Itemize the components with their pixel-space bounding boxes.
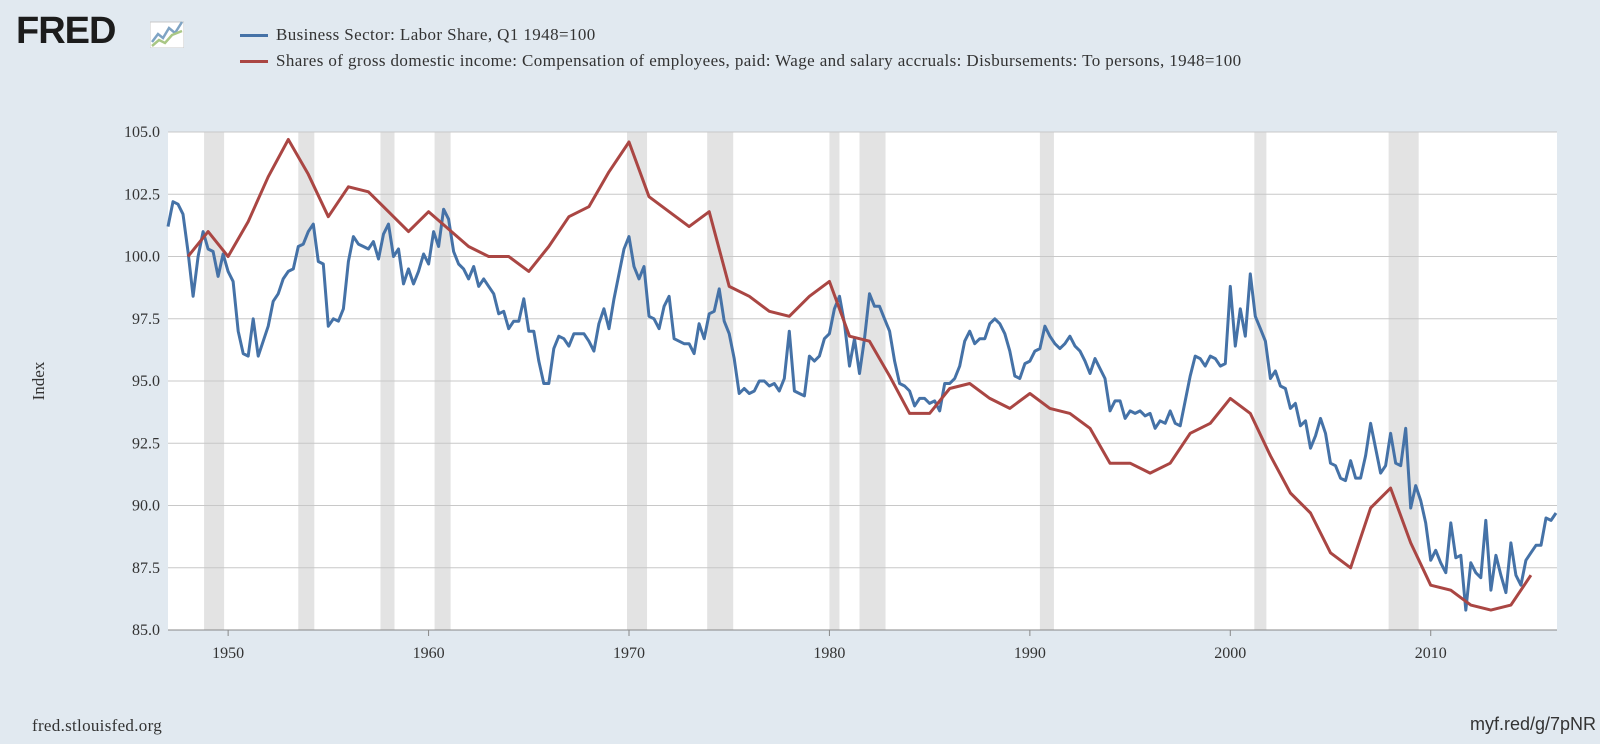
legend-item-compensation-share[interactable]: Shares of gross domestic income: Compens… xyxy=(240,48,1520,74)
x-tick-label: 1960 xyxy=(413,645,445,662)
y-tick-label: 100.0 xyxy=(124,249,160,266)
y-tick-label: 87.5 xyxy=(132,560,160,577)
x-tick-label: 1970 xyxy=(613,645,645,662)
chart-legend: Business Sector: Labor Share, Q1 1948=10… xyxy=(240,22,1520,74)
fred-logo-chart-icon xyxy=(150,21,184,48)
y-tick-label: 92.5 xyxy=(132,435,160,452)
x-tick-label: 1990 xyxy=(1014,645,1046,662)
y-tick-label: 102.5 xyxy=(124,186,160,203)
short-url[interactable]: myf.red/g/7pNR xyxy=(1469,714,1596,734)
legend-item-labor-share[interactable]: Business Sector: Labor Share, Q1 1948=10… xyxy=(240,22,1520,48)
x-tick-label: 2000 xyxy=(1214,645,1246,662)
x-tick-label: 1950 xyxy=(212,645,244,662)
legend-swatch-compensation-share xyxy=(240,60,268,63)
y-tick-label: 85.0 xyxy=(132,622,160,639)
legend-label-labor-share: Business Sector: Labor Share, Q1 1948=10… xyxy=(276,25,596,44)
y-tick-label: 95.0 xyxy=(132,373,160,390)
fred-logo[interactable]: FRED xyxy=(16,10,116,52)
source-link[interactable]: fred.stlouisfed.org xyxy=(32,716,163,735)
y-axis-title: Index xyxy=(29,361,48,400)
legend-swatch-labor-share xyxy=(240,34,268,37)
series-line-labor-share[interactable] xyxy=(166,200,1558,612)
x-tick-label: 2010 xyxy=(1415,645,1447,662)
legend-label-compensation-share: Shares of gross domestic income: Compens… xyxy=(276,51,1242,70)
y-tick-label: 97.5 xyxy=(132,311,160,328)
y-tick-label: 90.0 xyxy=(132,498,160,515)
x-tick-label: 1980 xyxy=(813,645,845,662)
y-tick-label: 105.0 xyxy=(124,124,160,141)
series-line-compensation-share[interactable] xyxy=(186,138,1533,612)
